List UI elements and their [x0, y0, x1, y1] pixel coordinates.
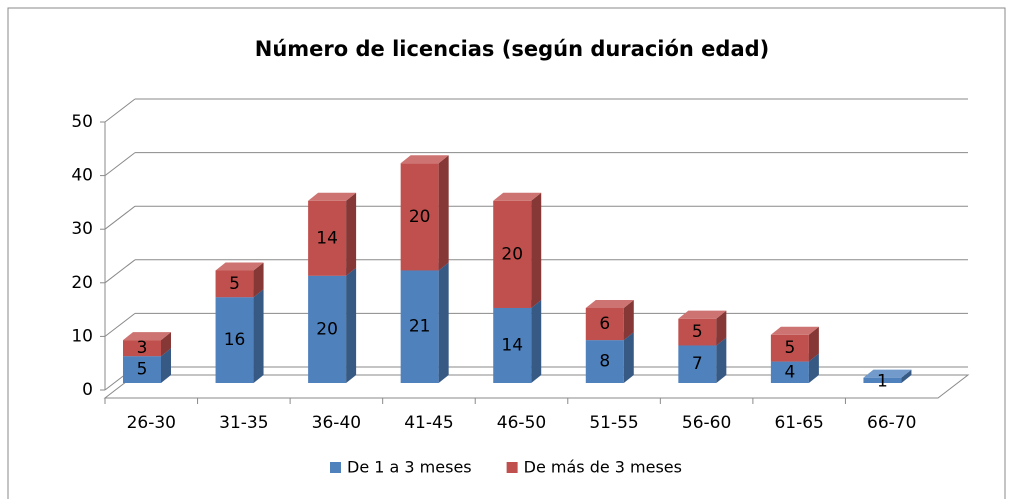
- legend-label: De más de 3 meses: [524, 458, 682, 477]
- bar-segment: [123, 340, 161, 357]
- bar-side: [438, 155, 449, 271]
- data-label: 7: [692, 354, 703, 374]
- bar-side: [623, 332, 634, 383]
- data-label: 5: [692, 322, 703, 342]
- y-tick-label: 10: [71, 326, 93, 346]
- bar-top: [308, 192, 357, 201]
- data-label: 5: [137, 360, 148, 380]
- legend-label: De 1 a 3 meses: [347, 458, 472, 477]
- data-label: 14: [316, 228, 338, 248]
- data-label: 20: [409, 207, 431, 227]
- bar-segment: [493, 307, 532, 383]
- side-grid-line: [104, 313, 136, 337]
- data-label: 20: [316, 319, 338, 339]
- bar-segment: [308, 275, 347, 383]
- bar-segment: [863, 377, 902, 383]
- side-grid-line: [104, 98, 136, 123]
- data-label: 20: [501, 244, 523, 264]
- side-grid-line: [104, 259, 136, 284]
- legend-swatch: [506, 462, 518, 473]
- bar-segment: [308, 200, 347, 276]
- bar-top: [770, 326, 819, 335]
- data-label: 3: [137, 338, 148, 358]
- bar-segment: [678, 318, 717, 346]
- data-label: 4: [784, 362, 795, 382]
- data-label: 21: [409, 317, 431, 337]
- bar-side: [716, 310, 727, 346]
- y-tick-label: 40: [71, 166, 93, 186]
- bar-segment: [123, 356, 161, 383]
- bar-side: [253, 289, 264, 383]
- bar-top: [863, 369, 912, 378]
- data-label: 8: [599, 352, 610, 372]
- bar-side: [623, 299, 634, 341]
- x-tick-label: 26-30: [127, 413, 176, 433]
- bar-segment: [678, 345, 717, 383]
- bar-segment: [770, 334, 809, 362]
- data-label: 5: [229, 274, 240, 294]
- bar-side: [716, 337, 727, 383]
- x-tick-label: 66-70: [867, 413, 916, 433]
- bar-side: [346, 192, 357, 276]
- data-label: 5: [784, 338, 795, 358]
- bar-top: [678, 310, 727, 319]
- bar-top: [123, 332, 171, 341]
- y-tick-label: 20: [71, 273, 93, 293]
- bar-side: [253, 262, 264, 298]
- bar-side: [808, 326, 819, 362]
- x-tick-label: 36-40: [312, 413, 361, 433]
- bar-side: [161, 332, 171, 357]
- data-label: 16: [224, 330, 246, 350]
- bar-side: [346, 267, 357, 383]
- bar-side: [901, 369, 912, 383]
- bar-side: [808, 353, 819, 383]
- side-grid-line: [104, 152, 136, 176]
- bar-top: [585, 299, 634, 308]
- data-label: 14: [501, 335, 523, 355]
- x-tick-label: 41-45: [404, 413, 453, 433]
- bar-segment: [585, 307, 624, 341]
- legend-swatch: [330, 462, 341, 473]
- y-tick-label: 0: [82, 380, 93, 400]
- data-label: 1: [877, 371, 888, 391]
- bar-side: [438, 262, 449, 383]
- side-grid-line: [104, 205, 136, 230]
- bar-segment: [400, 270, 439, 383]
- bar-side: [531, 299, 542, 383]
- bar-segment: [215, 297, 254, 383]
- bar-side: [161, 348, 171, 383]
- y-tick-label: 50: [71, 112, 93, 132]
- x-tick-label: 51-55: [589, 413, 638, 433]
- bar-segment: [493, 200, 532, 308]
- bar-side: [531, 192, 542, 308]
- bar-segment: [215, 270, 254, 298]
- bar-segment: [770, 361, 809, 383]
- x-tick-label: 31-35: [219, 413, 268, 433]
- bar-top: [215, 262, 264, 271]
- x-tick-label: 56-60: [682, 413, 731, 433]
- chart-title: Número de licencias (según duración edad…: [255, 37, 770, 61]
- data-label: 6: [599, 314, 610, 334]
- bar-segment: [585, 340, 624, 383]
- bar-top: [400, 155, 449, 164]
- y-tick-label: 30: [71, 219, 93, 239]
- x-tick-label: 61-65: [774, 413, 823, 433]
- bar-top: [493, 192, 542, 201]
- bar-segment: [400, 163, 439, 271]
- x-tick-label: 46-50: [497, 413, 546, 433]
